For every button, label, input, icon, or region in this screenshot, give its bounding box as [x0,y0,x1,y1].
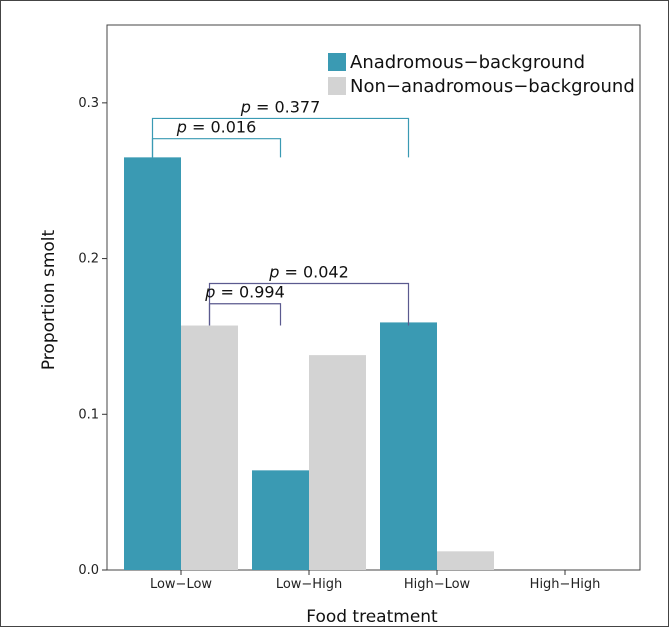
significance-bracket-2 [151,138,282,158]
y-axis-title: Proportion smolt [39,230,59,371]
x-tick-label: Low−High [276,577,342,592]
bar-high-low-series-2 [437,551,494,570]
legend-key-series-2 [328,77,346,95]
p-value-label-4: p = 0.994 [204,283,285,302]
legend-label-series-1: Anadromous−background [350,52,585,73]
significance-bracket-4 [208,303,282,326]
bar-low-high-series-1 [252,470,309,570]
x-tick-label: Low−Low [150,577,212,592]
significance-bracket-1 [151,117,410,158]
y-tick-label: 0.1 [78,407,99,422]
p-value-label-1: p = 0.377 [240,97,321,116]
p-value-label-2: p = 0.016 [176,118,257,137]
bar-low-high-series-2 [309,355,366,570]
x-axis-title: Food treatment [306,607,438,627]
y-tick-label: 0.3 [78,96,99,111]
legend-label-series-2: Non−anadromous−background [350,76,635,97]
p-value-label-3: p = 0.042 [268,262,349,281]
y-tick-label: 0.0 [78,563,99,578]
bar-high-low-series-1 [380,322,437,570]
x-tick-label: High−Low [404,577,471,592]
x-tick-label: High−High [530,577,601,592]
legend-key-series-1 [328,53,346,71]
y-tick-label: 0.2 [78,252,99,267]
bar-low-low-series-1 [124,157,181,570]
bar-low-low-series-2 [181,325,238,570]
plot-panel [106,24,641,571]
